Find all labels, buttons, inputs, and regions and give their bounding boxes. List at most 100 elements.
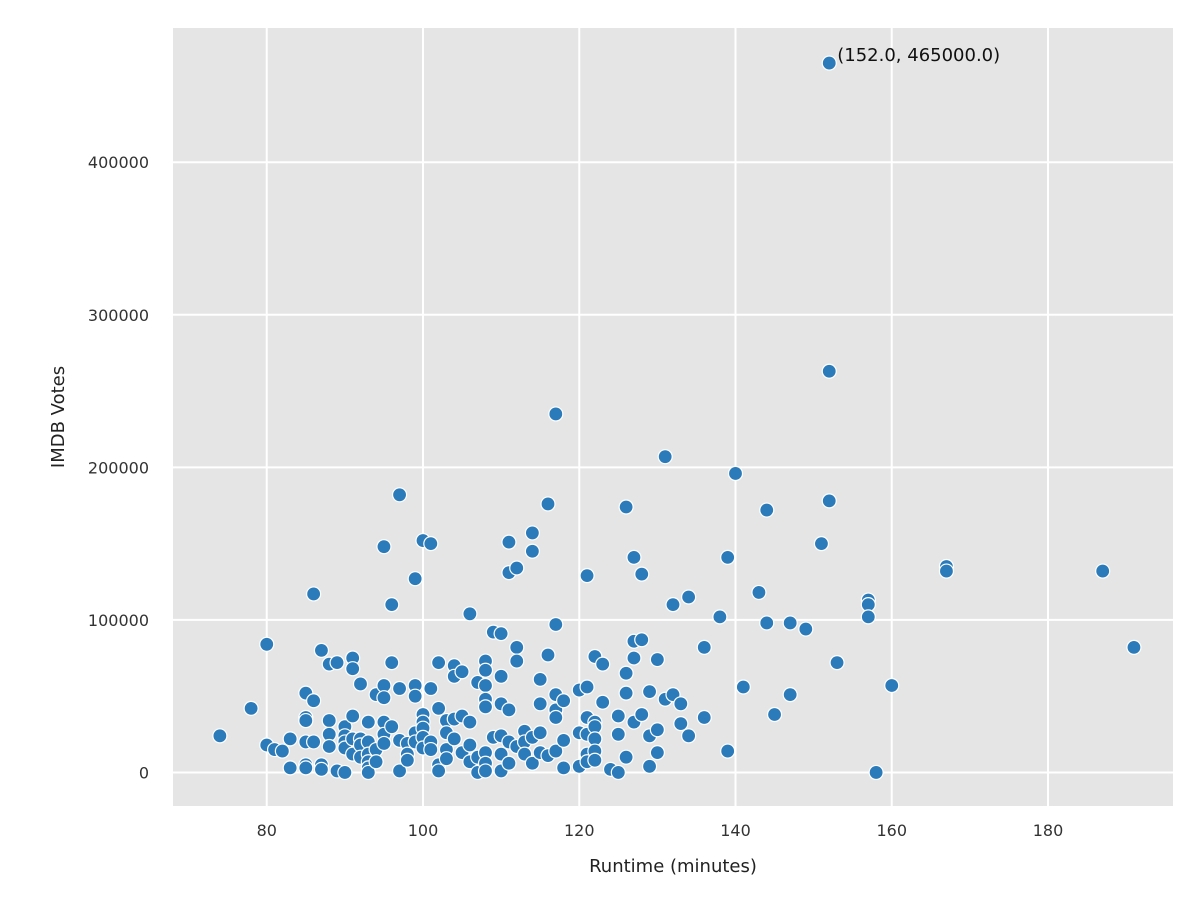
- data-point: [306, 693, 322, 709]
- data-point: [860, 609, 876, 625]
- data-point: [673, 716, 689, 732]
- data-point: [782, 687, 798, 703]
- data-point: [259, 636, 275, 652]
- y-tick-label: 400000: [88, 153, 149, 172]
- data-point: [727, 465, 744, 482]
- data-point: [532, 725, 548, 741]
- y-tick-label: 300000: [88, 306, 149, 325]
- data-point: [384, 719, 400, 735]
- data-point: [766, 706, 783, 723]
- data-point: [634, 706, 650, 723]
- data-point: [391, 763, 408, 779]
- data-point: [618, 499, 634, 515]
- data-point: [376, 690, 392, 706]
- data-point: [462, 737, 478, 753]
- data-point: [579, 568, 595, 584]
- data-point: [626, 549, 642, 565]
- data-point: [782, 615, 798, 631]
- data-point: [423, 536, 439, 552]
- data-point: [360, 764, 376, 781]
- data-point: [884, 677, 900, 694]
- data-point: [431, 700, 447, 716]
- data-point: [681, 728, 697, 744]
- data-point: [813, 536, 830, 552]
- data-points: [212, 55, 1142, 781]
- data-point: [548, 709, 564, 726]
- point-annotation: (152.0, 465000.0): [837, 45, 1000, 66]
- data-point: [696, 709, 712, 726]
- data-point: [868, 764, 884, 781]
- data-point: [649, 722, 665, 738]
- y-tick-label: 200000: [88, 458, 149, 477]
- data-point: [313, 761, 330, 777]
- data-point: [634, 566, 650, 582]
- data-point: [274, 743, 290, 759]
- data-point: [423, 680, 439, 697]
- data-point: [509, 639, 525, 655]
- data-point: [313, 642, 330, 659]
- grid: [173, 28, 1173, 806]
- data-point: [587, 752, 603, 768]
- data-point: [641, 758, 658, 774]
- data-point: [509, 653, 525, 669]
- x-tick-label: 100: [408, 821, 439, 840]
- data-point: [391, 487, 408, 503]
- data-point: [720, 549, 736, 565]
- x-tick-label: 160: [876, 821, 907, 840]
- data-point: [759, 615, 775, 631]
- data-point: [329, 655, 345, 671]
- data-point: [477, 662, 494, 678]
- data-point: [493, 668, 509, 684]
- data-point: [938, 563, 955, 579]
- data-point: [298, 760, 314, 776]
- data-point: [321, 738, 337, 755]
- data-point: [337, 764, 353, 781]
- data-point: [477, 699, 494, 715]
- data-point: [532, 696, 548, 712]
- data-point: [673, 696, 689, 712]
- data-point: [298, 712, 314, 729]
- data-point: [610, 764, 626, 781]
- data-point: [595, 656, 611, 672]
- data-point: [665, 597, 681, 613]
- data-point: [548, 616, 564, 633]
- data-point: [376, 539, 392, 555]
- data-point: [493, 626, 509, 642]
- data-point: [384, 655, 400, 671]
- data-point: [712, 609, 728, 625]
- data-point: [407, 571, 423, 587]
- data-point: [610, 726, 626, 742]
- data-point: [454, 664, 470, 680]
- data-point: [649, 745, 665, 761]
- data-point: [345, 708, 361, 724]
- data-point: [477, 763, 494, 779]
- x-tick-label: 140: [720, 821, 751, 840]
- data-point: [431, 763, 447, 779]
- plot-background: [173, 28, 1173, 806]
- data-point: [556, 732, 572, 749]
- data-point: [282, 760, 298, 776]
- data-point: [501, 702, 517, 718]
- y-tick-label: 0: [139, 763, 149, 782]
- data-point: [306, 586, 322, 602]
- data-point: [376, 735, 392, 752]
- data-point: [306, 734, 322, 750]
- data-point: [345, 661, 361, 677]
- data-point: [532, 671, 548, 687]
- data-point: [798, 621, 814, 637]
- data-point: [759, 502, 775, 518]
- data-point: [556, 693, 572, 709]
- data-point: [509, 560, 525, 576]
- data-point: [649, 651, 665, 668]
- data-point: [556, 760, 572, 776]
- data-point: [618, 665, 634, 681]
- data-point: [735, 679, 751, 695]
- data-point: [540, 496, 556, 512]
- data-point: [524, 755, 540, 771]
- x-axis-label: Runtime (minutes): [589, 856, 757, 877]
- data-point: [610, 708, 626, 724]
- data-point: [501, 534, 517, 550]
- data-point: [243, 700, 259, 716]
- data-point: [720, 743, 736, 759]
